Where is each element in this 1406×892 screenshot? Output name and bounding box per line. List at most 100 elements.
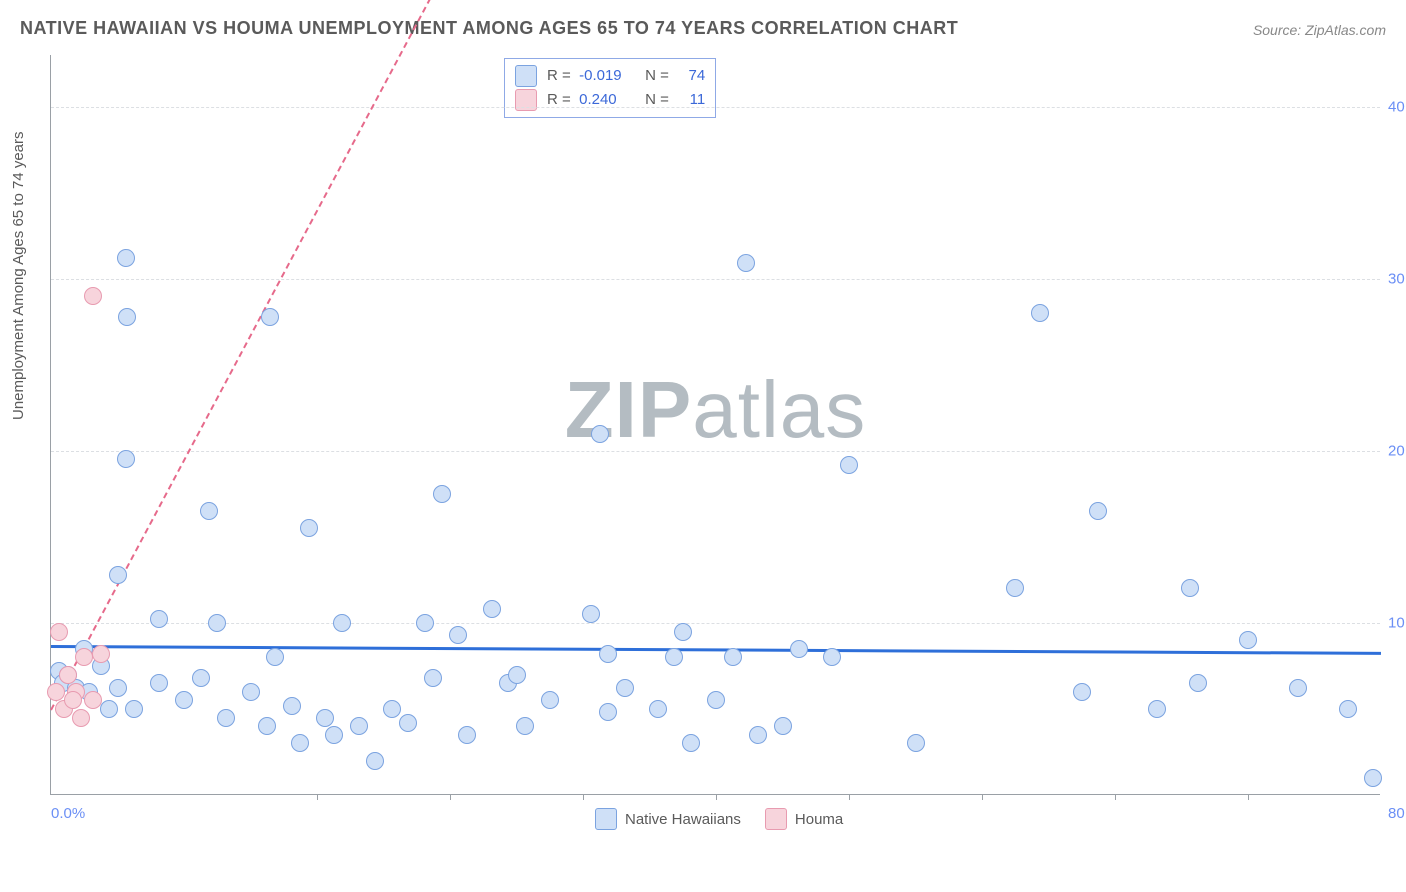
scatter-marker xyxy=(175,691,193,709)
scatter-marker xyxy=(117,249,135,267)
scatter-marker xyxy=(582,605,600,623)
x-axis-tick-max: 80.0% xyxy=(1388,805,1406,822)
scatter-marker xyxy=(383,700,401,718)
scatter-marker xyxy=(508,666,526,684)
x-axis-tick xyxy=(716,794,717,800)
x-axis-tick xyxy=(849,794,850,800)
correlation-stats-legend: R = -0.019 N = 74 R = 0.240 N = 11 xyxy=(504,58,716,118)
watermark-rest: atlas xyxy=(692,365,866,454)
scatter-marker xyxy=(100,700,118,718)
y-axis-tick-label: 10.0% xyxy=(1388,614,1406,631)
x-axis-tick xyxy=(1115,794,1116,800)
scatter-marker xyxy=(84,691,102,709)
scatter-marker xyxy=(333,614,351,632)
scatter-marker xyxy=(1089,502,1107,520)
chart-title: NATIVE HAWAIIAN VS HOUMA UNEMPLOYMENT AM… xyxy=(20,18,958,39)
scatter-marker xyxy=(283,697,301,715)
stat-n-label: N = 11 xyxy=(645,88,705,112)
scatter-marker xyxy=(325,726,343,744)
scatter-marker xyxy=(59,666,77,684)
scatter-marker xyxy=(449,626,467,644)
plot-area: ZIPatlas R = -0.019 N = 74 R = 0.240 N = 11… xyxy=(50,55,1380,795)
scatter-marker xyxy=(416,614,434,632)
stat-r-label: R = 0.240 xyxy=(547,88,635,112)
scatter-marker xyxy=(541,691,559,709)
scatter-marker xyxy=(1073,683,1091,701)
scatter-marker xyxy=(266,648,284,666)
scatter-marker xyxy=(208,614,226,632)
scatter-marker xyxy=(1006,579,1024,597)
y-axis-tick-label: 20.0% xyxy=(1388,442,1406,459)
legend-swatch xyxy=(515,65,537,87)
scatter-marker xyxy=(1148,700,1166,718)
scatter-marker xyxy=(64,691,82,709)
source-attribution: Source: ZipAtlas.com xyxy=(1253,22,1386,38)
scatter-marker xyxy=(366,752,384,770)
stat-r-label: R = -0.019 xyxy=(547,64,635,88)
scatter-marker xyxy=(1181,579,1199,597)
scatter-marker xyxy=(75,648,93,666)
scatter-marker xyxy=(674,623,692,641)
legend-swatch xyxy=(595,808,617,830)
scatter-marker xyxy=(316,709,334,727)
scatter-marker xyxy=(50,623,68,641)
scatter-marker xyxy=(300,519,318,537)
scatter-marker xyxy=(1289,679,1307,697)
stat-r-value: -0.019 xyxy=(579,64,635,88)
scatter-marker xyxy=(665,648,683,666)
legend-swatch xyxy=(515,89,537,111)
scatter-marker xyxy=(399,714,417,732)
y-axis-label: Unemployment Among Ages 65 to 74 years xyxy=(10,131,27,420)
stat-legend-row: R = -0.019 N = 74 xyxy=(515,64,705,88)
scatter-marker xyxy=(217,709,235,727)
series-legend: Native Hawaiians Houma xyxy=(595,808,843,830)
scatter-marker xyxy=(109,679,127,697)
scatter-marker xyxy=(724,648,742,666)
scatter-marker xyxy=(823,648,841,666)
x-axis-tick-min: 0.0% xyxy=(51,805,85,822)
series-legend-label: Houma xyxy=(795,811,843,828)
x-axis-tick xyxy=(317,794,318,800)
scatter-marker xyxy=(840,456,858,474)
scatter-marker xyxy=(1239,631,1257,649)
scatter-marker xyxy=(1364,769,1382,787)
stat-r-value: 0.240 xyxy=(579,88,635,112)
x-axis-tick xyxy=(583,794,584,800)
scatter-marker xyxy=(516,717,534,735)
trend-line xyxy=(51,645,1381,655)
scatter-marker xyxy=(591,425,609,443)
scatter-marker xyxy=(616,679,634,697)
scatter-marker xyxy=(737,254,755,272)
series-legend-label: Native Hawaiians xyxy=(625,811,741,828)
scatter-marker xyxy=(261,308,279,326)
stat-n-value: 11 xyxy=(677,88,705,112)
scatter-marker xyxy=(599,703,617,721)
scatter-marker xyxy=(599,645,617,663)
scatter-marker xyxy=(350,717,368,735)
stat-n-value: 74 xyxy=(677,64,705,88)
scatter-marker xyxy=(458,726,476,744)
scatter-marker xyxy=(117,450,135,468)
scatter-marker xyxy=(483,600,501,618)
scatter-marker xyxy=(707,691,725,709)
series-legend-item: Native Hawaiians xyxy=(595,808,741,830)
scatter-marker xyxy=(150,610,168,628)
scatter-marker xyxy=(749,726,767,744)
scatter-marker xyxy=(433,485,451,503)
y-axis-tick-label: 30.0% xyxy=(1388,270,1406,287)
scatter-marker xyxy=(1339,700,1357,718)
scatter-marker xyxy=(47,683,65,701)
scatter-marker xyxy=(1031,304,1049,322)
gridline xyxy=(51,623,1380,624)
scatter-marker xyxy=(192,669,210,687)
watermark: ZIPatlas xyxy=(565,364,866,456)
scatter-marker xyxy=(774,717,792,735)
scatter-marker xyxy=(72,709,90,727)
scatter-marker xyxy=(150,674,168,692)
stat-n-label: N = 74 xyxy=(645,64,705,88)
scatter-marker xyxy=(682,734,700,752)
scatter-marker xyxy=(424,669,442,687)
legend-swatch xyxy=(765,808,787,830)
stat-legend-row: R = 0.240 N = 11 xyxy=(515,88,705,112)
scatter-marker xyxy=(92,645,110,663)
